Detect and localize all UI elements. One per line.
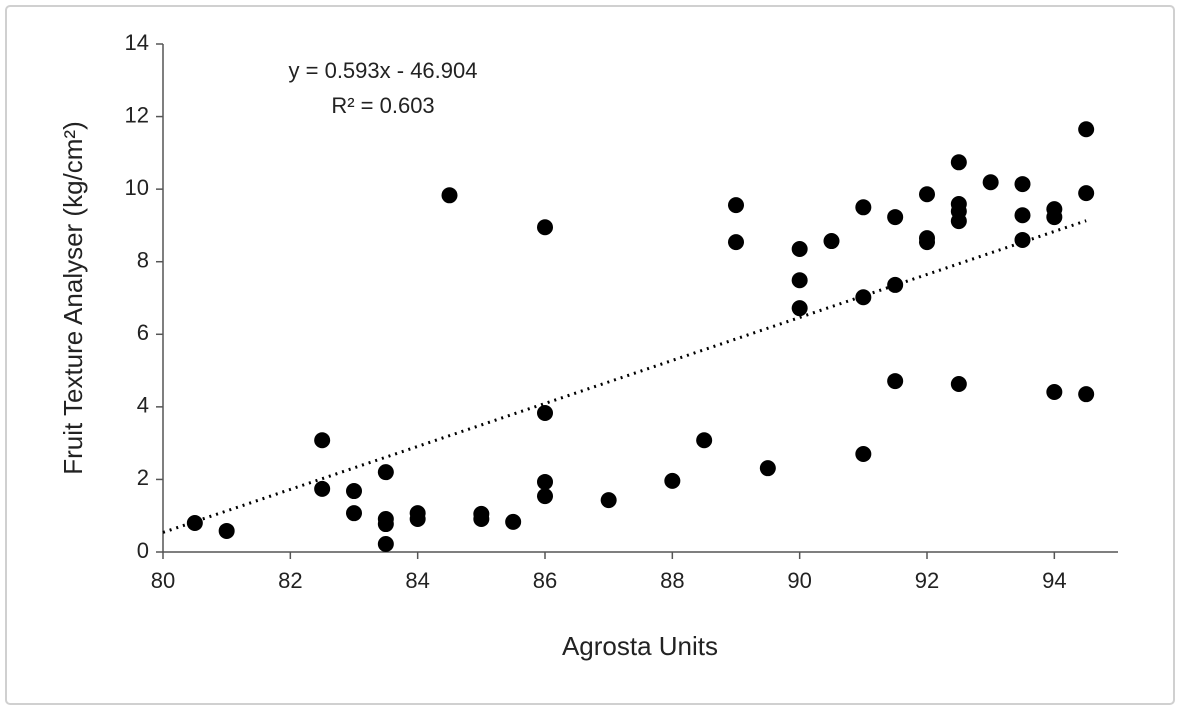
point	[728, 234, 744, 251]
point	[887, 373, 904, 390]
r-squared: R² = 0.603	[331, 93, 434, 118]
point	[377, 536, 394, 553]
point	[791, 272, 808, 289]
point	[855, 446, 872, 463]
point	[1046, 209, 1063, 226]
point	[1078, 185, 1095, 202]
y-tick-label: 2	[137, 465, 149, 490]
point	[982, 174, 999, 191]
equation: y = 0.593x - 46.904	[289, 58, 478, 83]
point	[1078, 121, 1095, 138]
point	[186, 514, 203, 531]
point	[791, 300, 808, 317]
y-tick-label: 10	[125, 175, 149, 200]
point	[728, 197, 744, 214]
x-tick-label: 92	[915, 568, 939, 593]
point	[759, 460, 776, 477]
point	[377, 464, 394, 481]
point	[537, 219, 553, 236]
point	[855, 289, 872, 306]
point	[855, 199, 872, 216]
point	[887, 209, 904, 226]
point	[537, 473, 553, 490]
x-axis-title: Agrosta Units	[562, 631, 718, 661]
point	[950, 375, 967, 392]
point	[919, 186, 935, 203]
x-tick-label: 80	[151, 568, 175, 593]
y-tick-label: 6	[137, 320, 149, 345]
point	[1046, 383, 1063, 400]
x-tick-label: 88	[660, 568, 684, 593]
point	[1014, 231, 1031, 248]
y-tick-label: 14	[125, 30, 149, 55]
point	[346, 505, 362, 522]
y-tick-label: 4	[137, 393, 149, 418]
point	[314, 432, 331, 449]
point	[218, 522, 235, 539]
point	[823, 233, 840, 250]
point	[505, 513, 522, 530]
point	[346, 483, 362, 500]
point	[473, 510, 490, 527]
x-tick-label: 82	[278, 568, 302, 593]
x-tick-label: 84	[405, 568, 429, 593]
point	[314, 480, 331, 497]
y-tick-label: 0	[137, 538, 149, 563]
point	[1014, 207, 1031, 224]
y-tick-label: 12	[125, 102, 149, 127]
point	[377, 516, 394, 533]
point	[664, 472, 681, 489]
point	[791, 241, 808, 258]
point	[950, 154, 967, 171]
point	[950, 213, 967, 230]
x-tick-label: 90	[787, 568, 811, 593]
point	[696, 432, 713, 449]
point	[441, 187, 458, 204]
x-tick-label: 94	[1042, 568, 1066, 593]
point	[409, 510, 426, 527]
x-tick-label: 86	[533, 568, 557, 593]
point	[600, 492, 617, 509]
point	[537, 405, 553, 422]
point	[1078, 386, 1095, 403]
chart-frame	[5, 5, 1175, 705]
point	[1014, 176, 1031, 193]
point	[537, 488, 553, 505]
point	[887, 276, 904, 293]
y-axis-title: Fruit Texture Analyser (kg/cm²)	[58, 121, 88, 475]
y-tick-label: 8	[137, 248, 149, 273]
point	[919, 234, 935, 251]
trendline	[162, 219, 1087, 534]
